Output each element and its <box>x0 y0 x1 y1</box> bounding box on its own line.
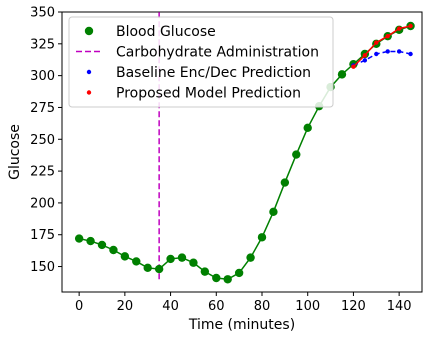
blood-glucose-point <box>303 123 312 133</box>
blood-glucose-point <box>246 253 255 262</box>
proposed-prediction-point <box>374 40 379 45</box>
y-tick-label: 200 <box>30 196 55 211</box>
legend: Blood Glucose Carbohydrate Administration… <box>68 16 334 108</box>
y-tick-label: 150 <box>30 260 55 275</box>
blood-glucose-point <box>189 258 198 267</box>
blood-glucose-point <box>234 268 244 278</box>
legend-label: Carbohydrate Administration <box>116 45 319 61</box>
proposed-prediction-point <box>385 33 390 39</box>
blood-glucose-point <box>212 273 221 283</box>
baseline-prediction-point <box>385 49 390 54</box>
blood-glucose-point <box>120 252 130 261</box>
baseline-prediction-point <box>408 51 413 57</box>
y-tick-label: 250 <box>30 133 55 148</box>
proposed-prediction-point <box>408 23 413 29</box>
blood-glucose-point <box>337 70 347 79</box>
blood-glucose-point <box>166 254 175 264</box>
legend-marker-baseline <box>86 69 92 75</box>
y-tick-label: 275 <box>30 101 55 116</box>
y-tick-label: 300 <box>30 69 55 84</box>
y-tick-label: 225 <box>30 165 55 180</box>
blood-glucose-point <box>292 150 301 159</box>
x-axis-label: Time (minutes) <box>188 317 295 333</box>
blood-glucose-point <box>223 275 232 284</box>
y-axis: 150 175 200 225 250 275 300 325 350 <box>30 6 62 275</box>
blood-glucose-point <box>200 267 210 276</box>
baseline-prediction-point <box>396 49 402 54</box>
blood-glucose-point <box>109 245 118 255</box>
proposed-prediction-point <box>362 53 368 58</box>
blood-glucose-point <box>177 253 187 262</box>
baseline-prediction-point <box>374 51 379 57</box>
legend-label: Blood Glucose <box>116 24 216 40</box>
y-tick-label: 175 <box>30 228 55 243</box>
x-tick-label: 140 <box>387 299 412 314</box>
y-tick-label: 350 <box>30 6 55 21</box>
blood-glucose-point <box>132 257 141 266</box>
baseline-prediction-point <box>362 58 368 63</box>
x-axis: 0 20 40 60 80 100 120 140 <box>75 292 412 314</box>
blood-glucose-point <box>154 264 164 274</box>
y-axis-label: Glucose <box>7 124 23 180</box>
legend-label: Proposed Model Prediction <box>116 86 301 102</box>
proposed-prediction-point <box>396 26 402 31</box>
blood-glucose-point <box>143 263 152 273</box>
legend-marker-proposed <box>86 90 92 95</box>
blood-glucose-point <box>97 240 107 250</box>
x-tick-label: 100 <box>295 299 320 314</box>
legend-marker-blood-glucose <box>84 26 94 36</box>
blood-glucose-point <box>280 178 290 187</box>
blood-glucose-point <box>257 233 267 242</box>
x-tick-label: 80 <box>254 299 271 314</box>
legend-box <box>68 16 334 108</box>
proposed-prediction-point <box>351 64 356 69</box>
plot-frame <box>61 11 423 293</box>
x-tick-label: 40 <box>162 299 179 314</box>
legend-label: Baseline Enc/Dec Prediction <box>116 65 311 81</box>
x-tick-label: 0 <box>75 299 83 314</box>
blood-glucose-point <box>74 234 84 243</box>
y-tick-label: 325 <box>30 37 55 52</box>
x-tick-label: 60 <box>208 299 225 314</box>
x-tick-label: 120 <box>341 299 366 314</box>
blood-glucose-point <box>269 207 278 217</box>
blood-glucose-point <box>86 236 95 246</box>
x-tick-label: 20 <box>117 299 134 314</box>
